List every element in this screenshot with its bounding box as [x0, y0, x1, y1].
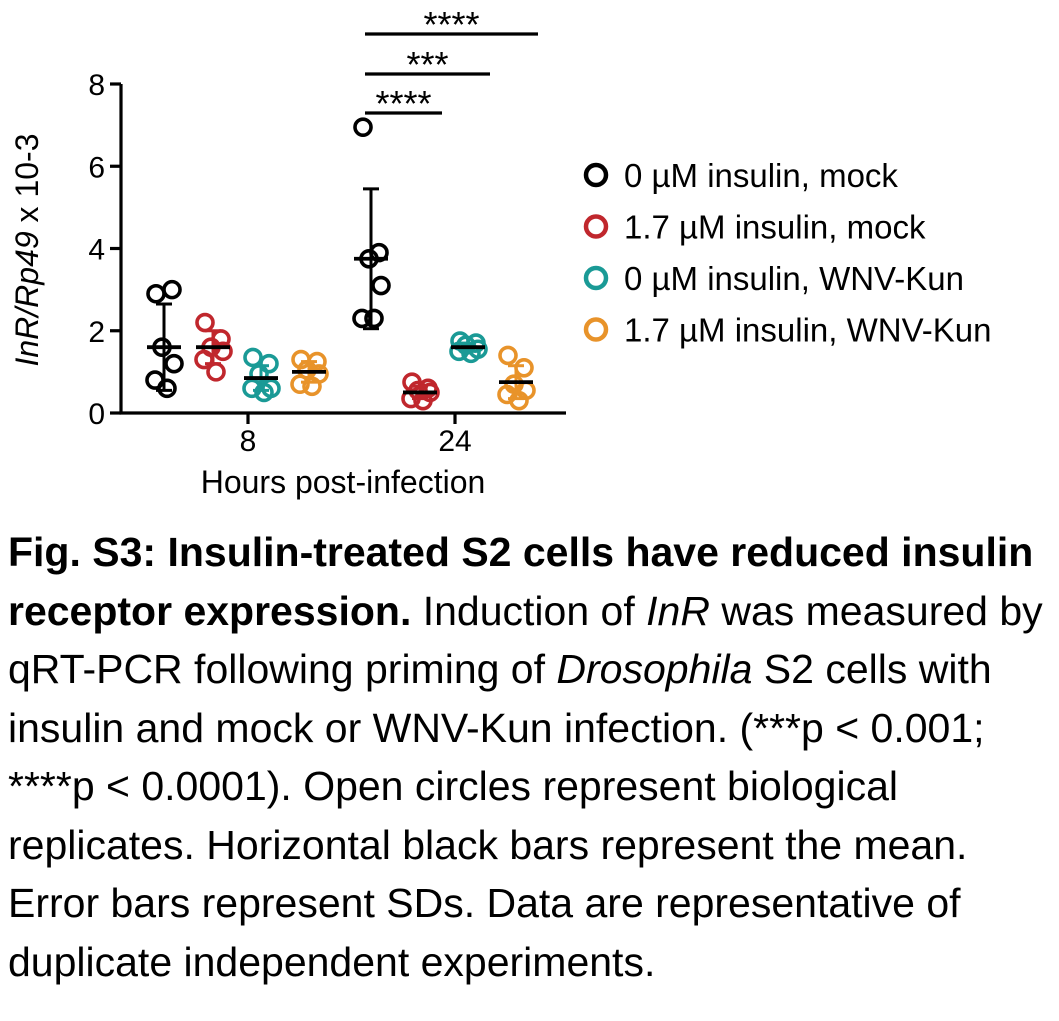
legend-marker — [583, 265, 609, 291]
data-point — [302, 376, 322, 397]
data-point — [162, 279, 182, 300]
significance-label: **** — [375, 83, 431, 124]
legend-label: 1.7 µM insulin, mock — [624, 209, 926, 246]
caption-organism: Drosophila — [556, 646, 753, 692]
y-tick-label: 0 — [88, 398, 105, 431]
y-axis-label: InR/Rp49 x 10-3 — [9, 133, 45, 366]
x-axis-label: Hours post-infection — [201, 464, 486, 500]
y-tick-label: 6 — [88, 151, 105, 184]
data-point — [213, 341, 233, 362]
y-tick-label: 2 — [88, 316, 105, 349]
data-point — [195, 312, 215, 333]
data-point — [498, 345, 518, 366]
data-point — [259, 353, 279, 374]
data-point — [364, 308, 384, 329]
legend-marker — [583, 214, 609, 239]
caption-title: Fig. S3: Insulin-treated S2 cells have r… — [8, 529, 1034, 634]
data-point — [290, 374, 310, 395]
y-tick-label: 8 — [88, 69, 105, 102]
x-tick-label: 24 — [438, 425, 471, 458]
y-tick-label: 4 — [88, 234, 105, 267]
legend-marker — [583, 317, 609, 342]
y-axis-label-scale: x 10-3 — [9, 133, 45, 231]
data-point — [206, 362, 226, 382]
data-point — [254, 382, 274, 403]
data-point — [509, 390, 529, 411]
data-point — [243, 347, 263, 368]
data-point — [164, 353, 184, 374]
legend-marker — [583, 162, 609, 188]
legend: 0 µM insulin, mock 1.7 µM insulin, mock 0 … — [583, 157, 991, 349]
figure-caption: Fig. S3: Insulin-treated S2 cells have r… — [8, 523, 1053, 991]
legend-label: 1.7 µM insulin, WNV-Kun — [624, 312, 991, 349]
significance-label: *** — [406, 44, 448, 85]
caption-text-2: was measured by qRT-PCR following primin… — [8, 587, 1043, 693]
plot-marks: *********** — [145, 4, 538, 411]
legend-label: 0 µM insulin, WNV-Kun — [624, 260, 964, 297]
caption-gene: InR — [646, 587, 710, 634]
data-point — [371, 275, 391, 296]
legend-label: 0 µM insulin, mock — [624, 157, 898, 194]
data-point — [146, 283, 166, 304]
x-tick-label: 8 — [240, 425, 257, 458]
caption-text-3: S2 cells with insulin and mock or WNV-Ku… — [8, 646, 992, 985]
data-point — [514, 357, 534, 378]
data-point — [353, 117, 373, 137]
y-axis-label-gene: InR/Rp49 — [9, 231, 45, 366]
significance-label: **** — [423, 4, 479, 45]
caption-text-1: Induction of — [411, 587, 647, 634]
data-point — [157, 378, 177, 399]
